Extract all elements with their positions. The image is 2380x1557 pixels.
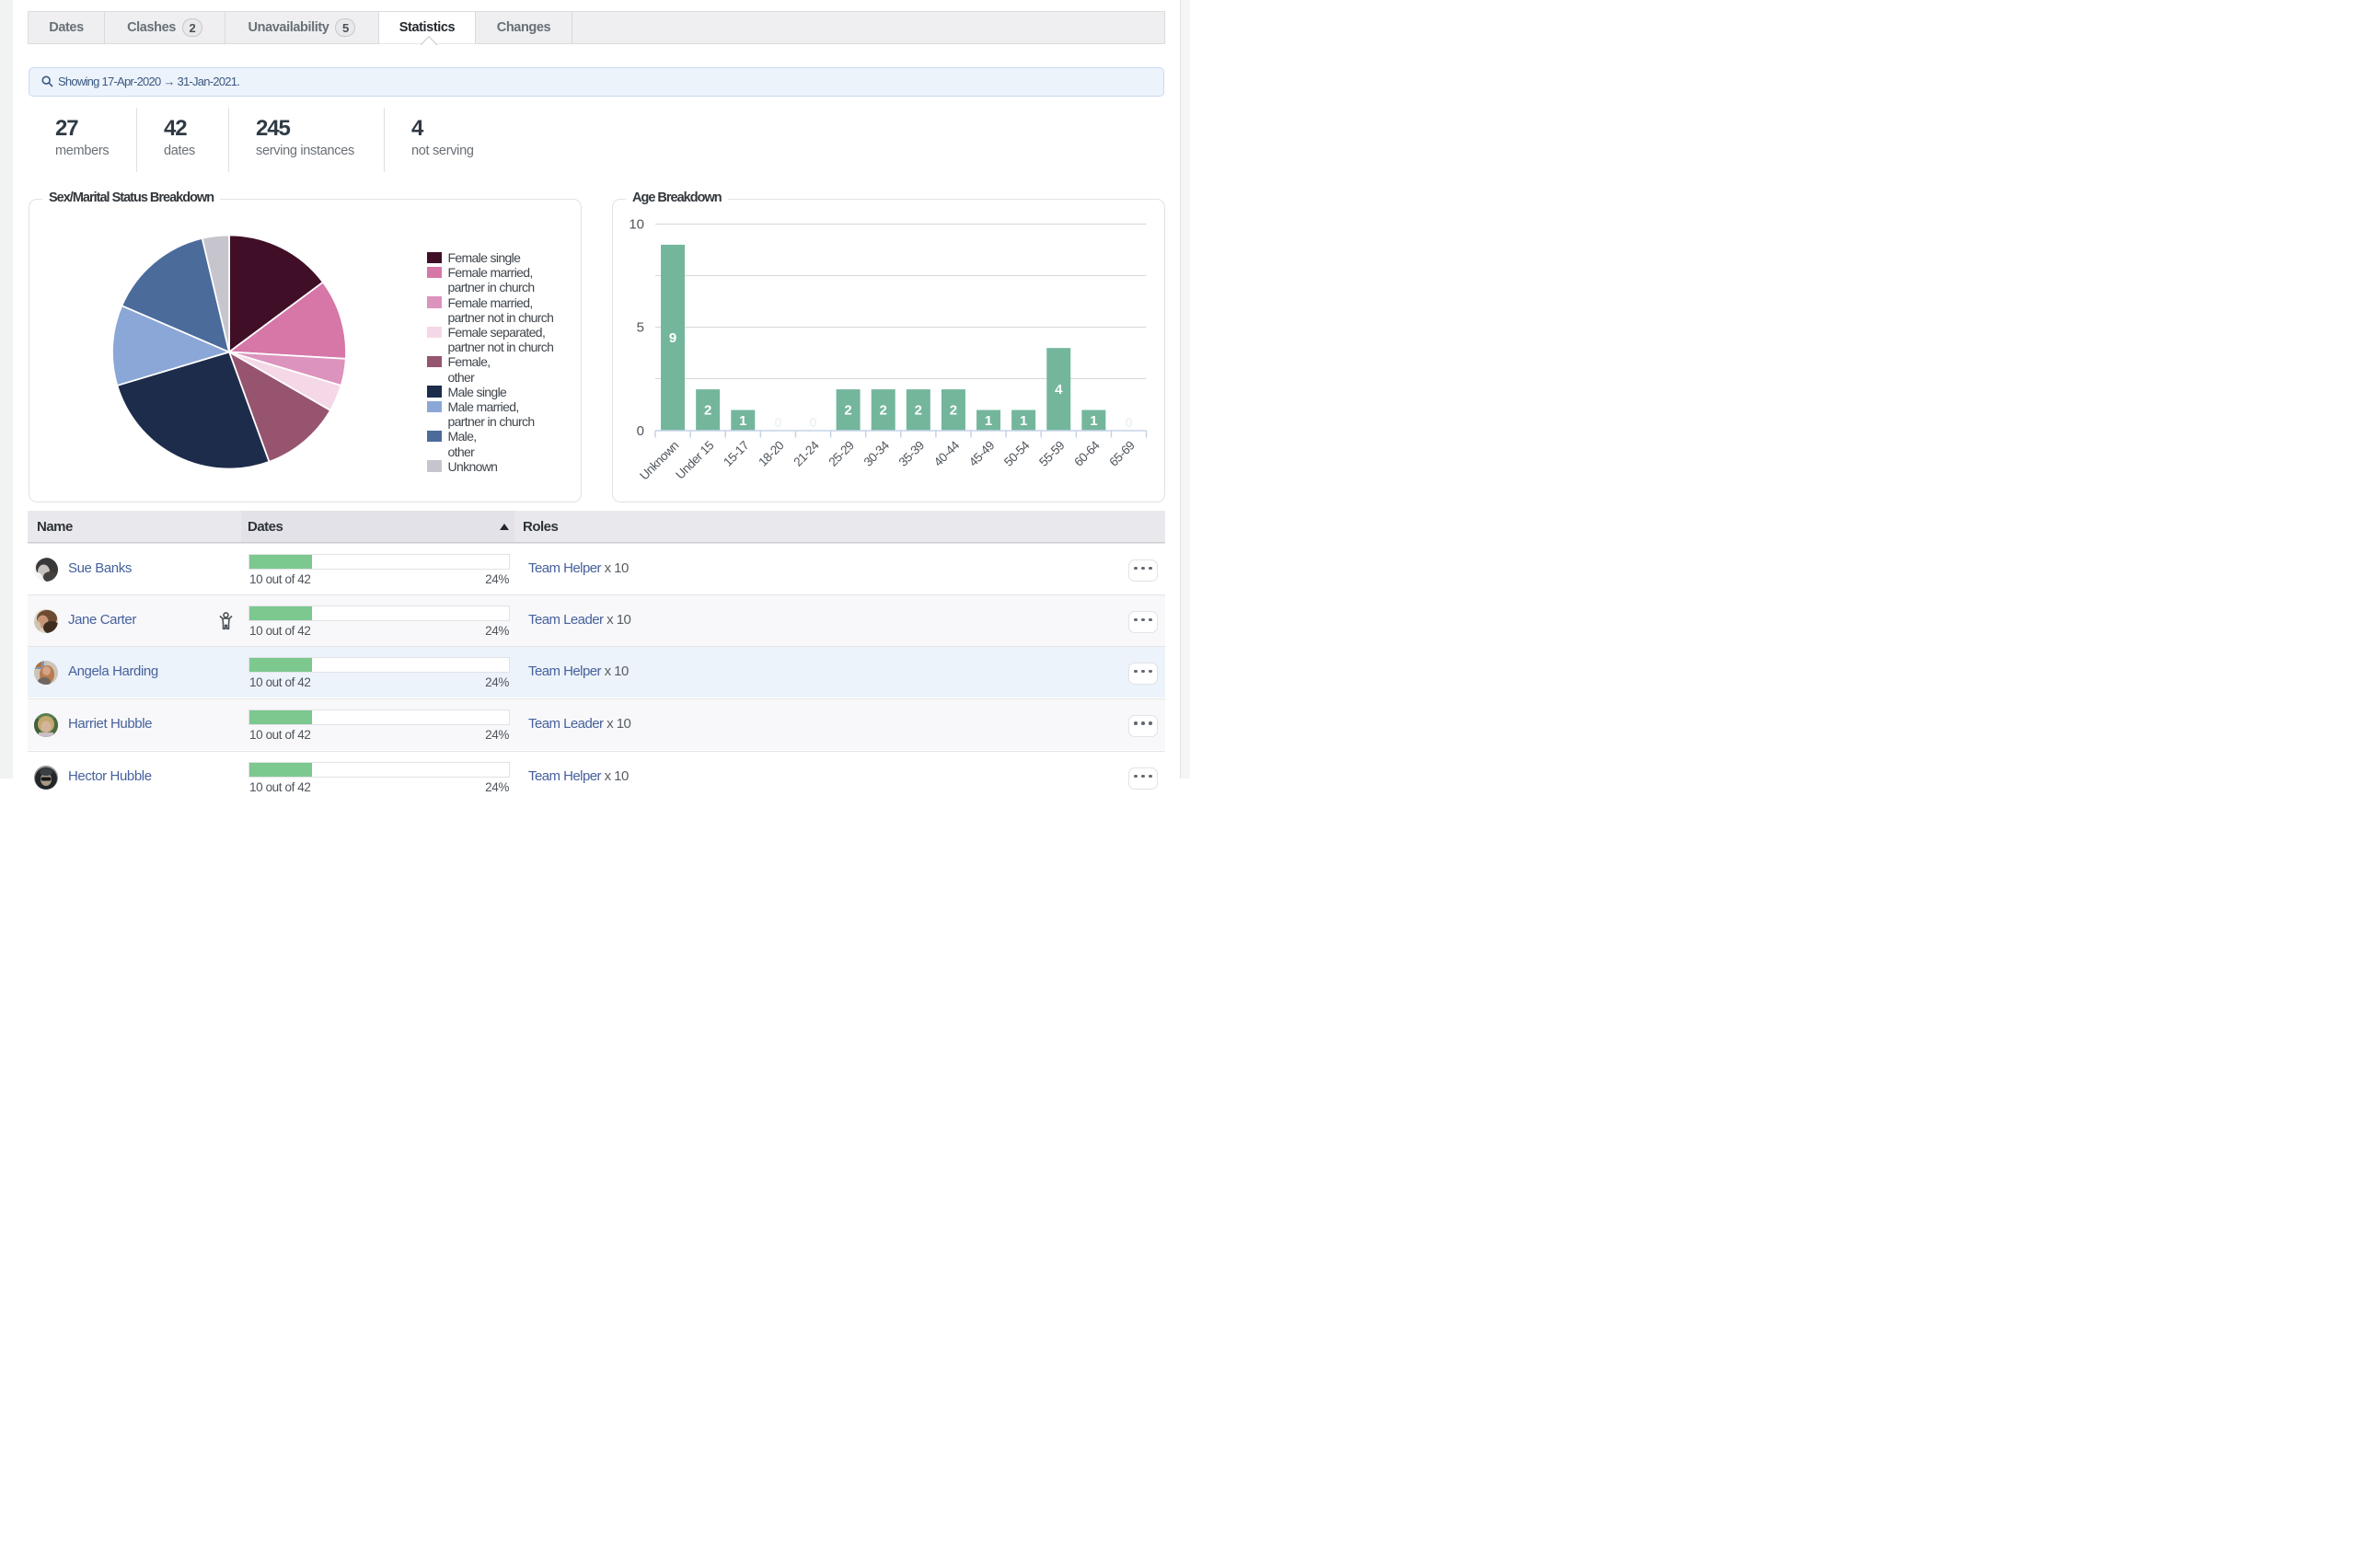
svg-text:5: 5 bbox=[637, 320, 644, 336]
svg-text:1: 1 bbox=[739, 413, 746, 429]
svg-text:0: 0 bbox=[774, 415, 781, 431]
svg-text:2: 2 bbox=[704, 403, 711, 419]
svg-text:50-54: 50-54 bbox=[1001, 438, 1033, 469]
svg-text:15-17: 15-17 bbox=[721, 439, 751, 469]
svg-text:2: 2 bbox=[950, 403, 957, 419]
svg-text:Under 15: Under 15 bbox=[673, 439, 716, 482]
svg-text:45-49: 45-49 bbox=[966, 439, 997, 469]
svg-text:Unknown: Unknown bbox=[637, 439, 681, 483]
svg-text:40-44: 40-44 bbox=[931, 438, 963, 469]
svg-text:2: 2 bbox=[844, 403, 851, 419]
svg-text:1: 1 bbox=[985, 413, 992, 429]
svg-text:35-39: 35-39 bbox=[896, 439, 927, 469]
svg-text:0: 0 bbox=[809, 415, 816, 431]
svg-text:1: 1 bbox=[1020, 413, 1027, 429]
svg-text:2: 2 bbox=[880, 403, 887, 419]
svg-text:21-24: 21-24 bbox=[791, 438, 822, 469]
svg-text:0: 0 bbox=[637, 423, 644, 439]
svg-text:65-69: 65-69 bbox=[1106, 439, 1137, 469]
svg-text:60-64: 60-64 bbox=[1071, 438, 1103, 469]
svg-text:0: 0 bbox=[1125, 415, 1132, 431]
svg-text:55-59: 55-59 bbox=[1036, 439, 1067, 469]
svg-text:2: 2 bbox=[915, 403, 922, 419]
svg-text:30-34: 30-34 bbox=[861, 438, 893, 469]
svg-text:18-20: 18-20 bbox=[756, 439, 786, 469]
svg-text:10: 10 bbox=[629, 217, 644, 233]
svg-text:9: 9 bbox=[669, 330, 676, 346]
svg-text:1: 1 bbox=[1090, 413, 1097, 429]
svg-text:25-29: 25-29 bbox=[826, 439, 856, 469]
svg-text:4: 4 bbox=[1055, 382, 1063, 398]
